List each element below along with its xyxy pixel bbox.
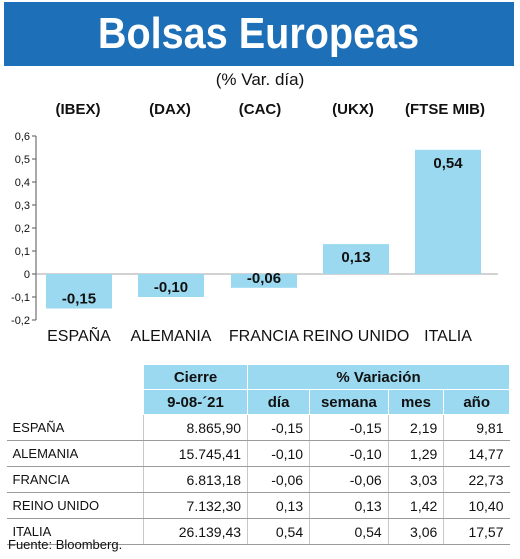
index-label-ftse-mib: (FTSE MIB) [405,101,485,118]
row-name: REINO UNIDO [6,492,145,519]
row-name: FRANCIA [6,466,145,493]
index-label-dax: (DAX) [149,101,191,118]
y-tick-label: 0,3 [15,200,30,212]
bar [415,149,481,274]
header-mes: mes [387,389,445,415]
header-ano: año [443,389,510,415]
header-cierre: Cierre [143,364,249,390]
category-label: FRANCIA [229,328,300,345]
bar [231,274,297,288]
category-label: ITALIA [424,328,472,345]
index-label-cac: (CAC) [238,101,282,118]
row-ano: 9,81 [443,414,510,441]
table-row: REINO UNIDO 7.132,30 0,13 0,13 1,42 10,4… [6,492,510,519]
index-label-ibex: (IBEX) [55,101,101,118]
row-cierre: 26.139,43 [143,518,249,545]
row-dia: -0,10 [247,440,311,467]
row-mes: 2,19 [388,414,445,441]
row-cierre: 8.865,90 [143,414,249,441]
row-semana: -0,15 [309,414,389,441]
row-cierre: 7.132,30 [143,492,249,519]
bar [323,244,389,274]
row-name: ALEMANIA [6,440,145,467]
category-label: REINO UNIDO [303,328,410,345]
y-tick-label: 0,1 [15,246,30,258]
data-label: 0,13 [341,249,370,266]
y-tick-label: 0,2 [15,223,30,235]
table-row: ITALIA 26.139,43 0,54 0,54 3,06 17,57 [6,518,510,545]
row-dia: 0,13 [247,492,311,519]
row-name: ITALIA [6,518,145,545]
table-corner-2 [5,389,145,415]
row-semana: -0,10 [309,440,389,467]
bar-chart: 0,6 0,5 0,4 0,3 0,2 0,1 0 -0,1 -0,2 -0,15 ESPAÑA -0… [11,131,498,345]
y-tick-label: 0,4 [15,177,30,189]
bar [46,274,112,309]
header-variacion: % Variación [247,364,510,390]
chart-subtitle: (% Var. día) [215,70,305,89]
header-dia: día [247,389,311,415]
row-cierre: 15.745,41 [143,440,249,467]
title-banner: Bolsas Europeas [4,2,514,66]
table-corner [5,364,145,390]
table-row: ALEMANIA 15.745,41 -0,10 -0,10 1,29 14,7… [6,440,510,467]
y-tick-label: 0 [24,269,30,281]
row-mes: 3,06 [388,518,445,545]
row-dia: 0,54 [247,518,311,545]
row-semana: 0,13 [309,492,389,519]
row-cierre: 6.813,18 [143,466,249,493]
data-label: -0,10 [154,279,188,296]
row-dia: -0,15 [247,414,311,441]
row-ano: 14,77 [443,440,510,467]
data-label: -0,06 [247,270,281,287]
markets-table: Cierre % Variación 9-08-´21 día semana m… [5,364,510,545]
y-tick-label: 0,5 [15,154,30,166]
row-semana: 0,54 [309,518,389,545]
page-title: Bolsas Europeas [98,9,420,58]
row-semana: -0,06 [309,466,389,493]
row-ano: 17,57 [443,518,510,545]
y-tick-label: -0,2 [11,315,30,327]
category-label: ALEMANIA [131,328,212,345]
table-row: ESPAÑA 8.865,90 -0,15 -0,15 2,19 9,81 [6,414,510,441]
y-tick-label: -0,1 [11,292,30,304]
header-date: 9-08-´21 [143,389,249,415]
row-mes: 1,29 [388,440,445,467]
y-tick-label: 0,6 [15,131,30,143]
row-ano: 22,73 [443,466,510,493]
row-mes: 1,42 [388,492,445,519]
row-ano: 10,40 [443,492,510,519]
data-label: -0,15 [62,291,96,308]
header-semana: semana [309,389,389,415]
source-note: Fuente: Bloomberg. [8,537,123,552]
row-name: ESPAÑA [6,414,145,441]
table-row: FRANCIA 6.813,18 -0,06 -0,06 3,03 22,73 [6,466,510,493]
index-label-ukx: (UKX) [332,101,374,118]
row-dia: -0,06 [247,466,311,493]
data-label: 0,54 [433,155,463,172]
bar [138,274,204,297]
category-label: ESPAÑA [47,325,111,345]
row-mes: 3,03 [388,466,445,493]
